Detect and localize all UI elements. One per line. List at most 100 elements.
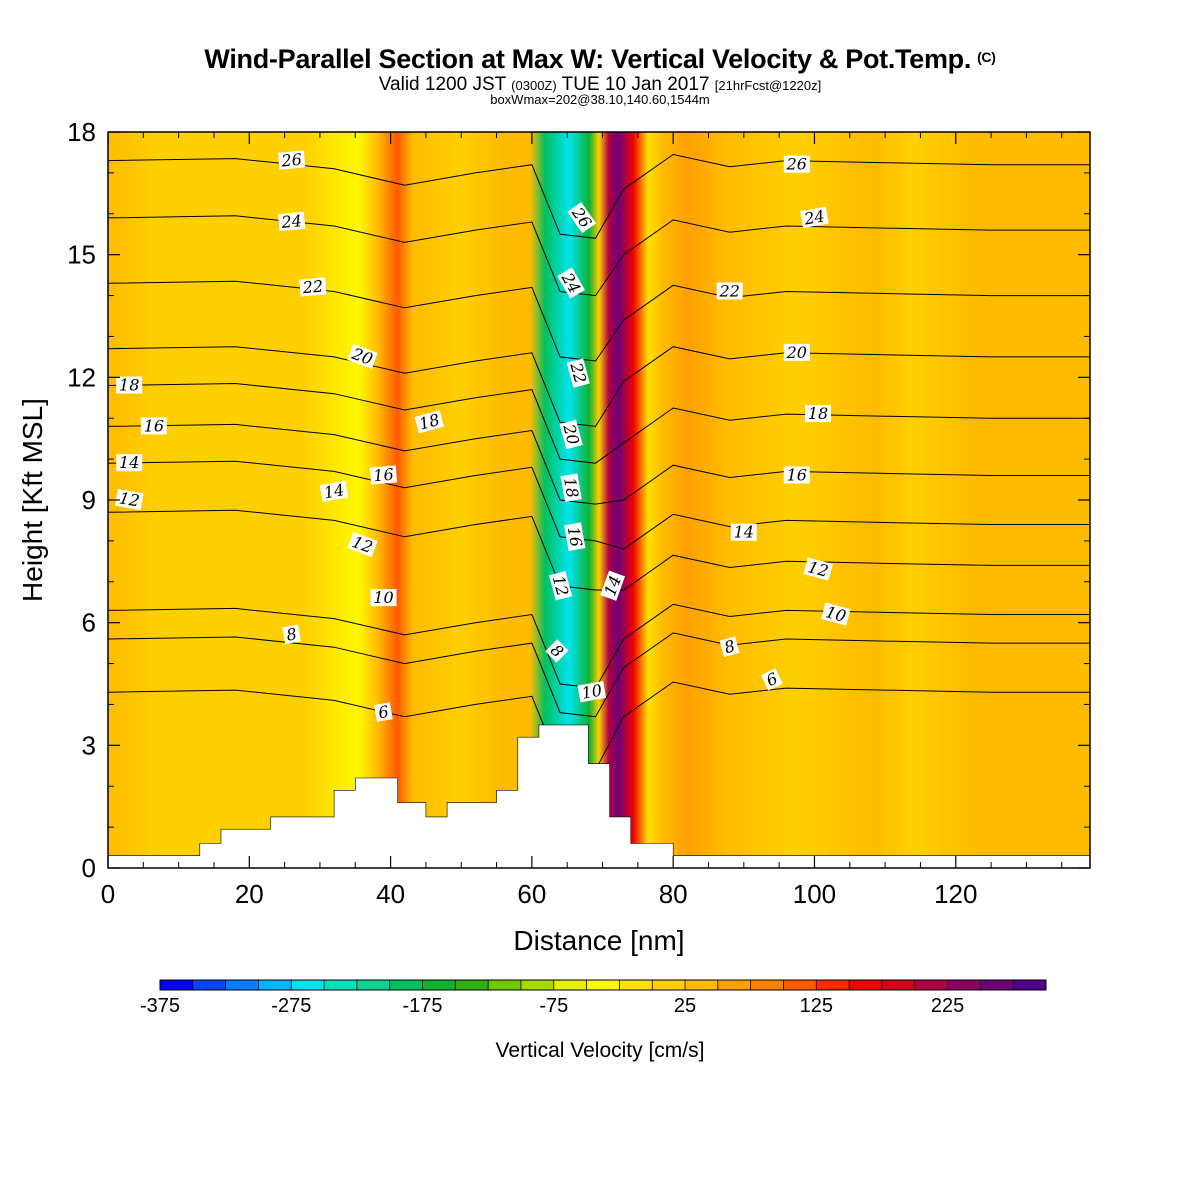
isentrope-26: [108, 153, 1090, 239]
contour-label: 24: [800, 206, 829, 229]
contour-label: 6: [761, 668, 783, 691]
colorbar-swatch: [586, 980, 620, 990]
svg-text:12: 12: [806, 557, 831, 581]
svg-text:14: 14: [119, 453, 139, 472]
y-tick-label: 9: [82, 485, 96, 515]
chart-subtitle: Valid 1200 JST (0300Z) TUE 10 Jan 2017 […: [378, 74, 822, 95]
svg-text:16: 16: [564, 525, 586, 548]
y-tick-label: 0: [82, 853, 96, 883]
contour-label: 18: [805, 404, 831, 423]
contour-label: 18: [560, 473, 582, 502]
contour-label: 8: [545, 639, 569, 663]
isentrope-24: [108, 215, 1090, 297]
svg-text:12: 12: [118, 488, 141, 510]
isentrope-18: [108, 382, 1090, 464]
contour-label: 8: [282, 624, 301, 645]
x-tick-label: 0: [101, 879, 115, 909]
isentrope-12: [108, 509, 1090, 591]
contour-label: 20: [783, 343, 810, 362]
y-axis-label: Height [Kft MSL]: [17, 398, 48, 602]
contour-label: 22: [566, 358, 590, 388]
y-tick-label: 3: [82, 730, 96, 760]
colorbar-swatch: [520, 980, 555, 990]
colorbar-tick-label: -175: [402, 995, 442, 1017]
colorbar-swatch: [881, 980, 916, 990]
y-tick-label: 6: [82, 608, 96, 638]
x-tick-label: 40: [376, 879, 405, 909]
colorbar-swatch: [160, 980, 194, 990]
isentrope-22: [108, 280, 1090, 362]
terrain-profile: [108, 724, 1090, 868]
colorbar-tick-label: 25: [674, 995, 696, 1017]
contour-label: 10: [821, 602, 851, 626]
svg-text:8: 8: [722, 636, 737, 657]
x-tick-label: 100: [793, 879, 836, 909]
isentrope-14: [108, 460, 1090, 550]
svg-text:18: 18: [808, 404, 828, 423]
svg-text:16: 16: [372, 465, 394, 486]
svg-text:14: 14: [734, 523, 754, 542]
y-tick-label: 18: [67, 117, 96, 147]
contour-label: 10: [370, 588, 397, 607]
copyright-mark: (C): [977, 49, 996, 65]
svg-text:24: 24: [802, 206, 826, 228]
svg-text:24: 24: [280, 211, 303, 232]
x-tick-label: 120: [934, 879, 977, 909]
colorbar-swatch: [947, 980, 981, 990]
contour-label: 14: [319, 480, 349, 502]
colorbar-swatch: [849, 980, 883, 990]
y-tick-label: 12: [67, 362, 96, 392]
contour-label: 18: [414, 410, 445, 434]
contour-label: 12: [549, 571, 573, 601]
contour-label: 14: [730, 523, 757, 542]
svg-text:14: 14: [322, 480, 345, 502]
svg-text:22: 22: [566, 360, 590, 386]
contour-label: 16: [369, 465, 398, 486]
colorbar-swatch: [750, 980, 784, 990]
svg-text:12: 12: [549, 573, 573, 598]
svg-text:10: 10: [580, 681, 603, 703]
colorbar-swatch: [488, 980, 522, 990]
colorbar-swatch: [619, 980, 653, 990]
svg-text:6: 6: [377, 702, 390, 722]
contour-label: 26: [277, 150, 306, 171]
x-axis-label: Distance [nm]: [513, 925, 684, 956]
contour-label: 8: [719, 636, 740, 657]
colorbar-tick-label: 225: [931, 995, 964, 1017]
svg-text:22: 22: [301, 277, 324, 298]
colorbar-label: Vertical Velocity [cm/s]: [496, 1039, 705, 1062]
svg-text:8: 8: [285, 624, 298, 644]
colorbar-swatch: [783, 980, 817, 990]
isentrope-8: [108, 632, 1090, 718]
colorbar-swatch: [455, 980, 489, 990]
colorbar-swatch: [553, 980, 588, 990]
colorbar-swatch: [685, 980, 719, 990]
svg-text:20: 20: [786, 343, 807, 362]
colorbar-swatch: [324, 980, 358, 990]
colorbar-swatch: [652, 980, 686, 990]
contour-label: 24: [277, 211, 306, 232]
colorbar-frame: [159, 979, 1047, 991]
colorbar-swatch: [914, 980, 949, 990]
vertical-velocity-field: [108, 132, 1090, 868]
colorbar-swatch: [422, 980, 456, 990]
contour-label: 10: [577, 681, 607, 703]
colorbar-swatch: [389, 980, 424, 990]
colorbar-swatch: [816, 980, 850, 990]
colorbar-swatch: [225, 980, 259, 990]
contour-label: 22: [299, 277, 327, 298]
contour-label: 26: [783, 155, 810, 174]
contour-label: 16: [783, 466, 810, 485]
svg-text:10: 10: [373, 588, 393, 607]
contour-label: 12: [115, 488, 144, 511]
colorbar-swatch: [980, 980, 1014, 990]
svg-text:16: 16: [144, 416, 164, 435]
colorbar-tick-label: -75: [539, 995, 568, 1017]
isentrope-16: [108, 423, 1090, 505]
contour-label: 14: [600, 570, 626, 601]
svg-text:18: 18: [417, 410, 442, 434]
colorbar-swatch: [356, 980, 391, 990]
colorbar-swatch: [291, 980, 325, 990]
contour-label: 12: [803, 557, 833, 581]
